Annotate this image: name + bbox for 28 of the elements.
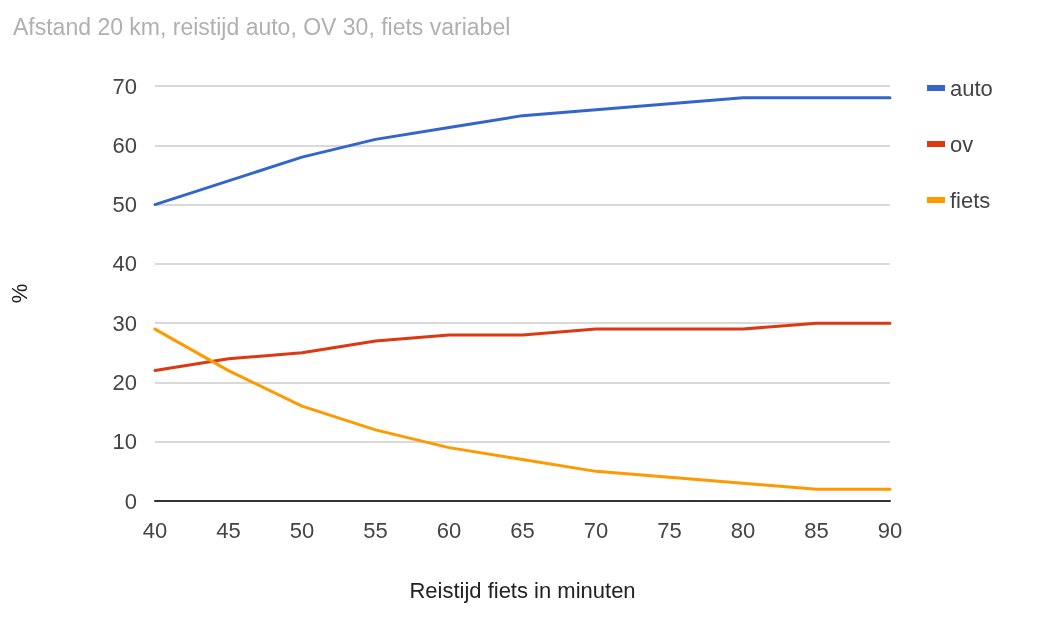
y-axis-title: % bbox=[6, 283, 32, 304]
line-series bbox=[153, 321, 892, 373]
x-tick-label: 60 bbox=[436, 517, 462, 543]
legend-label: fiets bbox=[950, 187, 991, 213]
line-series bbox=[153, 327, 892, 491]
y-tick-label: 10 bbox=[112, 429, 137, 455]
line-series bbox=[153, 96, 892, 207]
y-tick-label: 0 bbox=[124, 488, 137, 514]
x-tick-label: 80 bbox=[730, 517, 756, 543]
y-tick-label: 50 bbox=[112, 192, 137, 218]
x-tick-label: 45 bbox=[216, 517, 241, 543]
x-tick-label: 85 bbox=[804, 517, 829, 543]
y-tick-label: 40 bbox=[112, 251, 137, 277]
x-tick-label: 90 bbox=[877, 517, 903, 543]
legend-label: auto bbox=[950, 75, 993, 101]
x-tick-label: 50 bbox=[289, 517, 315, 543]
x-axis-title: Reistijd fiets in minuten bbox=[409, 577, 636, 603]
y-tick-label: 20 bbox=[112, 369, 137, 395]
y-tick-label: 70 bbox=[112, 73, 137, 99]
chart-title: Afstand 20 km, reistijd auto, OV 30, fiets variabel bbox=[13, 13, 511, 40]
legend-label: ov bbox=[950, 131, 974, 157]
y-tick-label: 30 bbox=[112, 310, 137, 336]
x-tick-label: 55 bbox=[363, 517, 388, 543]
y-tick-label: 60 bbox=[112, 132, 137, 158]
x-tick-label: 75 bbox=[657, 517, 682, 543]
x-tick-label: 40 bbox=[142, 517, 168, 543]
x-tick-label: 65 bbox=[510, 517, 535, 543]
x-tick-label: 70 bbox=[583, 517, 609, 543]
